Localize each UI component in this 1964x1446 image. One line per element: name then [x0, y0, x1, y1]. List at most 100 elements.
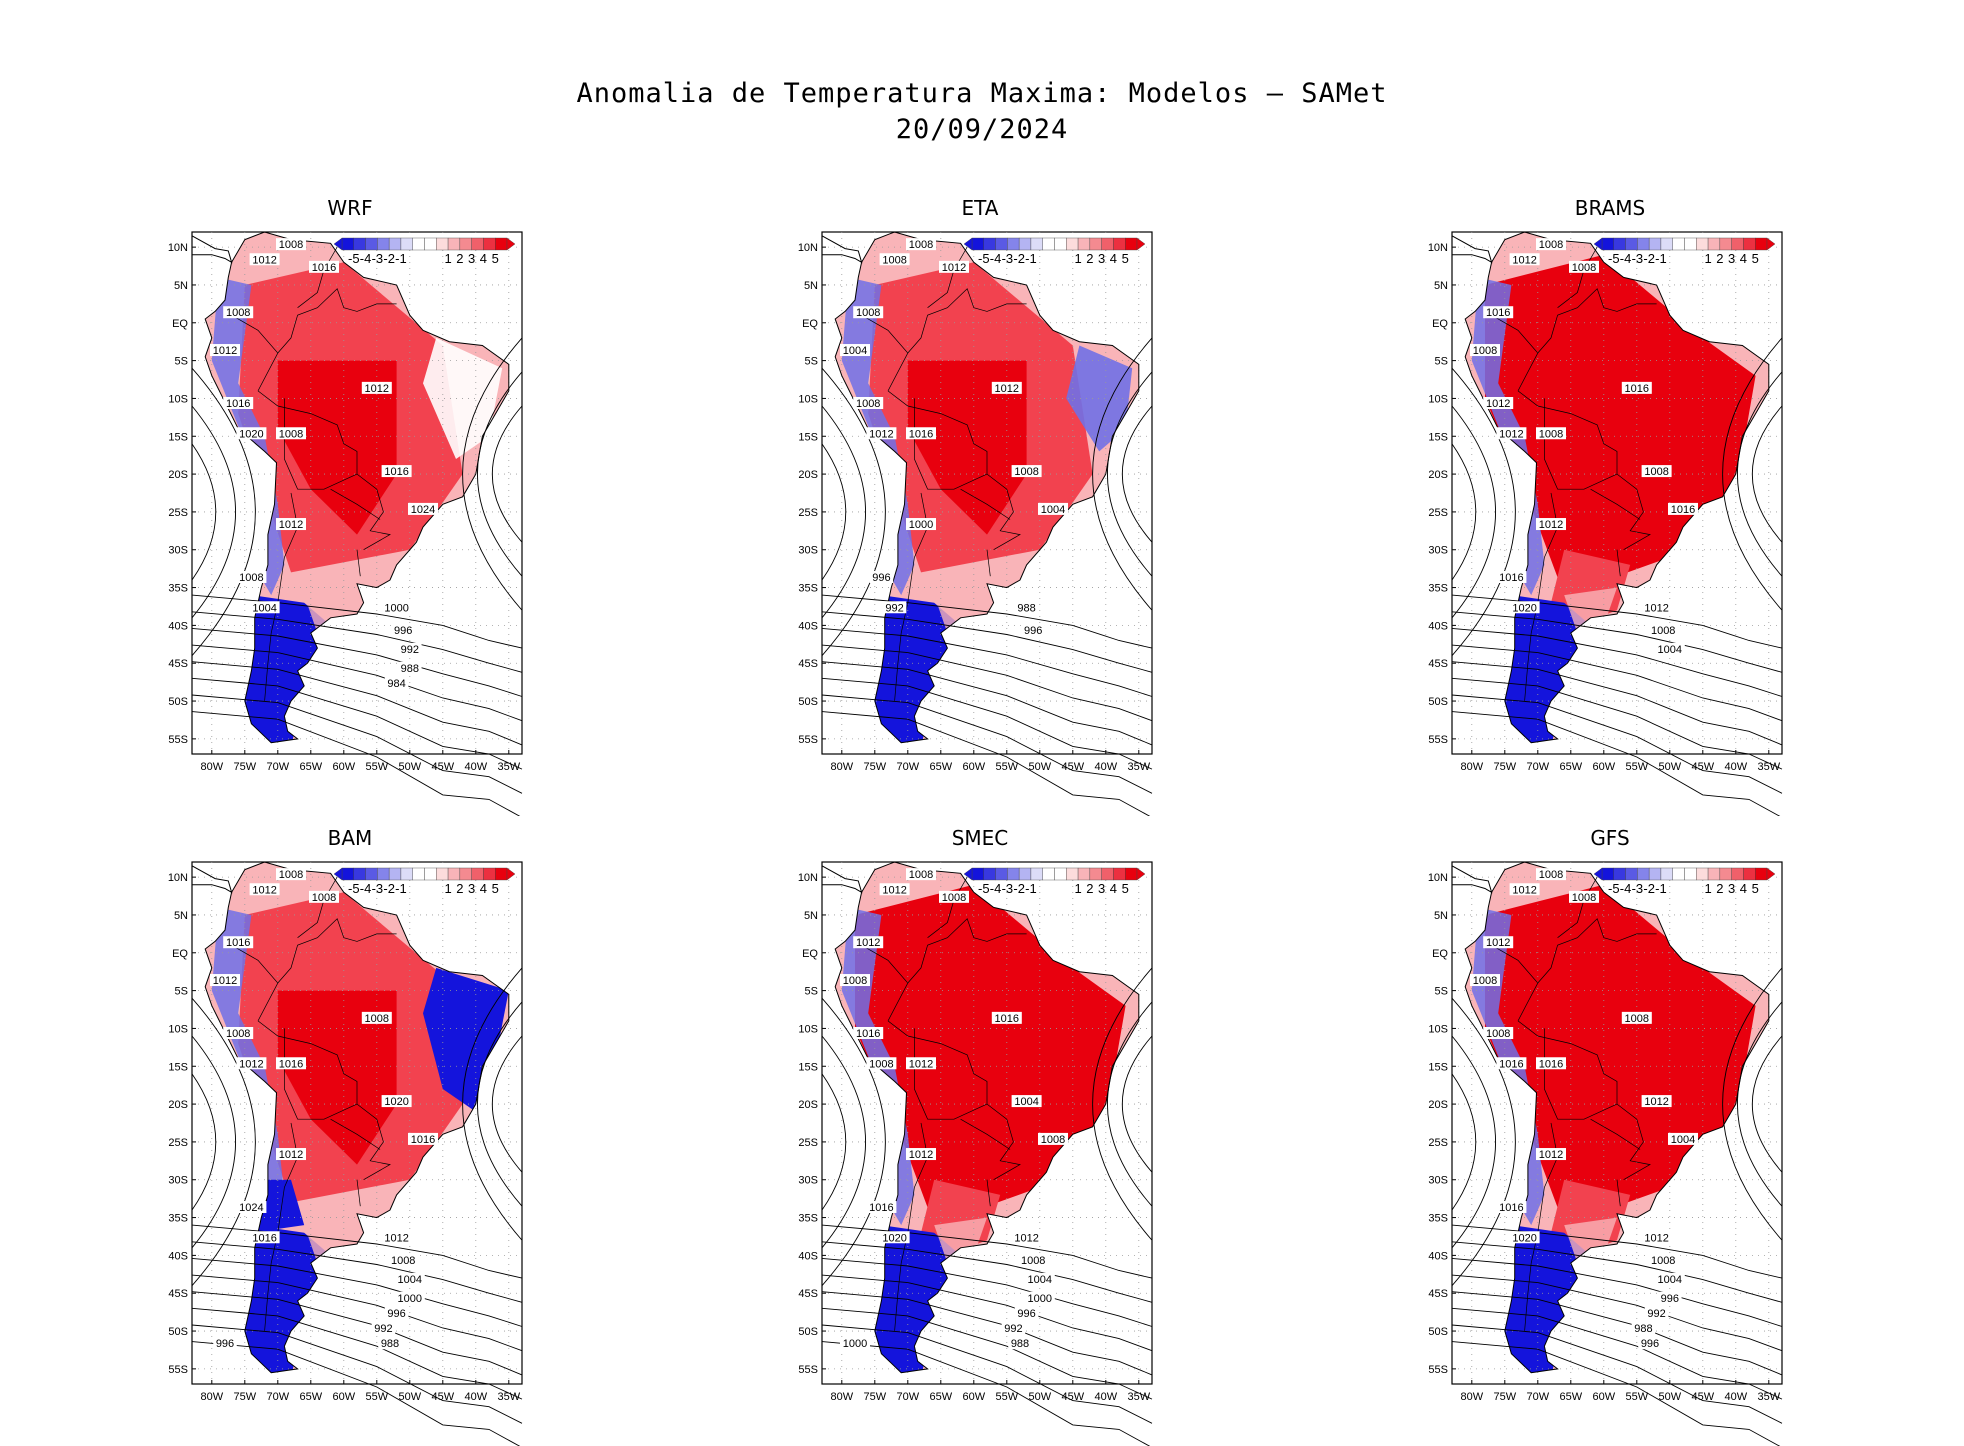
isobar-label: 1012: [239, 1058, 263, 1070]
lon-tick-label: 55W: [365, 761, 388, 773]
panel-gfs: GFS 10N 5N EQ 5S 10S 15S 20S 25S 30S 35S 40S 45S 50S…: [1410, 826, 1810, 1446]
panel-title: BRAMS: [1574, 196, 1646, 220]
colorbar-label: 4: [480, 881, 487, 896]
lat-tick-label: EQ: [802, 318, 818, 330]
isobar-label: 1016: [226, 398, 250, 410]
lon-tick-label: 60W: [1592, 761, 1615, 773]
lon-tick-label: 65W: [1559, 1391, 1582, 1403]
colorbar-label: -4: [360, 251, 372, 266]
lon-tick-label: 80W: [1460, 1391, 1483, 1403]
colorbar-cell: [971, 237, 984, 251]
colorbar-label: -5: [348, 881, 360, 896]
isobar-label: 996: [216, 1338, 234, 1350]
colorbar-cell: [1089, 867, 1102, 881]
isobar: [821, 711, 1151, 816]
colorbar-arrow-left: [963, 237, 973, 251]
isobar: [191, 1257, 523, 1327]
isobar: [191, 611, 523, 673]
isobar-label-bg: [398, 661, 422, 674]
lat-tick-label: 50S: [798, 1326, 818, 1338]
colorbar-label: -5: [1608, 881, 1620, 896]
colorbar-label: 1: [444, 251, 451, 266]
isobar: [191, 644, 523, 722]
isobar-label-bg: [309, 890, 339, 903]
title-line-1: Anomalia de Temperatura Maxima: Modelos …: [576, 78, 1388, 109]
isobar-label: 1012: [1644, 1232, 1668, 1244]
country-border: [907, 288, 1027, 354]
lon-tick-label: 70W: [266, 761, 289, 773]
anomaly-area: [1066, 345, 1133, 452]
lat-tick-label: 30S: [798, 545, 818, 557]
isobar-label: 1004: [843, 345, 867, 357]
colorbar-cell: [995, 867, 1008, 881]
isobar: [1451, 1241, 1783, 1303]
lat-tick-label: 40S: [798, 620, 818, 632]
lon-tick-label: 60W: [1592, 1391, 1615, 1403]
isobar: [1451, 711, 1781, 816]
lat-tick-label: 30S: [168, 1175, 188, 1187]
isobar-label: 1008: [226, 307, 250, 319]
isobar: [821, 1274, 1153, 1352]
isobar: [191, 405, 237, 619]
map-frame: [191, 231, 523, 755]
panel-title: BAM: [327, 826, 373, 850]
isobar-label: 1004: [1658, 1274, 1682, 1286]
colorbar-label: -2: [1013, 251, 1025, 266]
isobar-label-bg: [1483, 936, 1514, 949]
isobar-label: 1004: [1658, 644, 1682, 656]
lat-tick-label: 5S: [805, 986, 818, 998]
isobar: [191, 997, 256, 1286]
isobar-label-bg: [879, 1231, 910, 1244]
colorbar-label: 2: [456, 881, 463, 896]
lat-tick-label: 55S: [798, 1364, 818, 1376]
isobar-label-bg: [1641, 465, 1672, 478]
isobar-label-bg: [1641, 601, 1672, 614]
main-title: Anomalia de Temperatura Maxima: Modelos …: [0, 76, 1964, 148]
lat-tick-label: 10S: [1428, 393, 1448, 405]
lat-tick-label: 5S: [1435, 356, 1448, 368]
country-border: [277, 918, 397, 984]
lon-tick-label: 45W: [1061, 761, 1084, 773]
isobar-label-bg: [1470, 974, 1500, 987]
isobar: [1451, 644, 1783, 722]
lat-tick-label: 20S: [798, 1099, 818, 1111]
lat-tick-label: 45S: [168, 658, 188, 670]
isobar-label-bg: [223, 306, 254, 319]
colorbar-label: -1: [395, 251, 407, 266]
isobar-label-bg: [1536, 1148, 1566, 1161]
lat-tick-label: 25S: [798, 1137, 818, 1149]
lat-tick-label: 5N: [804, 280, 818, 292]
lat-tick-label: 25S: [168, 1137, 188, 1149]
isobar: [1737, 1001, 1783, 1207]
colorbar-label: -3: [1002, 251, 1014, 266]
isobar-label-bg: [1509, 883, 1540, 896]
panel-title: GFS: [1590, 826, 1630, 850]
isobar-label: 1000: [843, 1338, 867, 1350]
isobar-label: 988: [401, 663, 419, 675]
isobar-label: 1008: [1021, 1255, 1045, 1267]
isobar-label: 1004: [252, 602, 276, 614]
isobar-label-bg: [1658, 1291, 1682, 1304]
lon-tick-label: 50W: [1028, 1391, 1051, 1403]
isobar: [821, 677, 1153, 770]
isobar-label: 996: [1024, 625, 1042, 637]
lon-tick-label: 45W: [431, 1391, 454, 1403]
country-border: [960, 488, 1011, 520]
isobar-label: 1012: [1512, 254, 1536, 266]
isobar-label-bg: [1483, 1027, 1514, 1039]
colorbar-cell: [341, 867, 354, 881]
lon-tick-label: 55W: [1625, 1391, 1648, 1403]
isobar-label: 1008: [909, 239, 933, 251]
isobar-label-bg: [1011, 1231, 1042, 1244]
isobar-label-bg: [408, 1132, 438, 1145]
isobar: [1451, 1274, 1783, 1352]
isobar: [191, 694, 523, 794]
isobar: [821, 1307, 1153, 1400]
isobar-label-bg: [906, 518, 936, 531]
colorbar-arrow-left: [1593, 237, 1603, 251]
lon-tick-label: 45W: [1691, 1391, 1714, 1403]
colorbar-label: 5: [1752, 881, 1759, 896]
lat-tick-label: 30S: [1428, 545, 1448, 557]
country-border: [356, 549, 361, 577]
colorbar-cell: [1696, 237, 1709, 251]
